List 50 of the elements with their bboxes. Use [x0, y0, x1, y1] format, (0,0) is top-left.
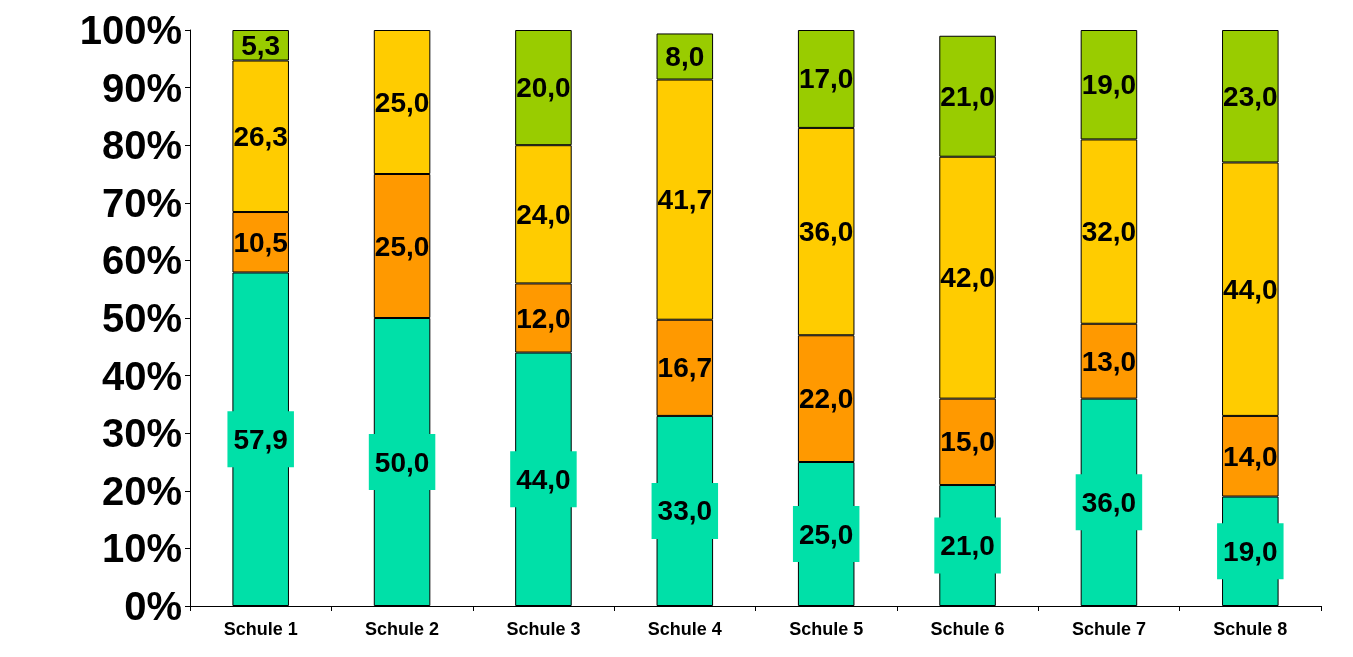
data-label: 42,0: [940, 262, 995, 294]
data-label: 26,3: [233, 120, 288, 152]
x-tick-label: Schule 1: [223, 619, 298, 639]
y-tick-label: 0%: [124, 584, 182, 628]
y-tick-label: 90%: [101, 65, 182, 110]
x-tick-label: Schule 3: [506, 619, 581, 639]
data-label: 50,0: [374, 446, 430, 478]
x-tick-label: Schule 2: [365, 619, 440, 639]
data-label: 33,0: [657, 495, 713, 527]
data-label: 22,0: [798, 383, 854, 415]
data-label: 10,5: [233, 226, 288, 258]
data-label: 23,0: [1223, 80, 1278, 112]
x-tick-label: Schule 6: [930, 619, 1005, 639]
data-label: 25,0: [374, 86, 430, 118]
data-label: 21,0: [940, 80, 995, 112]
data-label: 24,0: [516, 198, 571, 230]
data-label: 13,0: [1081, 345, 1137, 377]
y-tick-label: 40%: [101, 353, 182, 398]
y-tick-label: 30%: [101, 411, 182, 456]
data-label: 15,0: [940, 426, 995, 458]
data-label: 20,0: [516, 72, 571, 104]
y-tick-label: 100%: [79, 8, 182, 52]
data-label: 17,0: [798, 63, 854, 95]
y-tick-label: 50%: [101, 296, 182, 340]
data-label: 5,3: [241, 29, 281, 61]
data-label: 19,0: [1081, 69, 1137, 101]
data-label: 8,0: [665, 41, 705, 72]
x-tick-label: Schule 5: [789, 619, 864, 639]
data-label: 36,0: [798, 216, 854, 248]
data-label: 21,0: [940, 530, 995, 562]
data-label: 32,0: [1081, 216, 1137, 248]
data-label: 41,7: [657, 184, 713, 216]
x-tick-label: Schule 8: [1213, 619, 1288, 639]
data-label: 25,0: [374, 230, 430, 262]
y-tick-label: 20%: [101, 468, 182, 513]
x-tick-label: Schule 4: [647, 619, 722, 639]
data-label: 57,9: [233, 423, 288, 455]
x-tick-label: Schule 7: [1071, 619, 1146, 639]
data-label: 19,0: [1223, 535, 1278, 567]
data-label: 25,0: [798, 518, 854, 550]
data-label: 14,0: [1223, 440, 1278, 472]
data-label: 44,0: [1223, 273, 1278, 305]
data-label: 36,0: [1081, 486, 1137, 518]
y-tick-label: 70%: [101, 180, 182, 225]
y-tick-label: 10%: [101, 526, 182, 571]
y-tick-label: 80%: [101, 123, 182, 168]
data-label: 44,0: [516, 463, 571, 495]
data-label: 12,0: [516, 302, 571, 334]
data-label: 16,7: [657, 352, 713, 384]
y-tick-label: 60%: [101, 238, 182, 283]
